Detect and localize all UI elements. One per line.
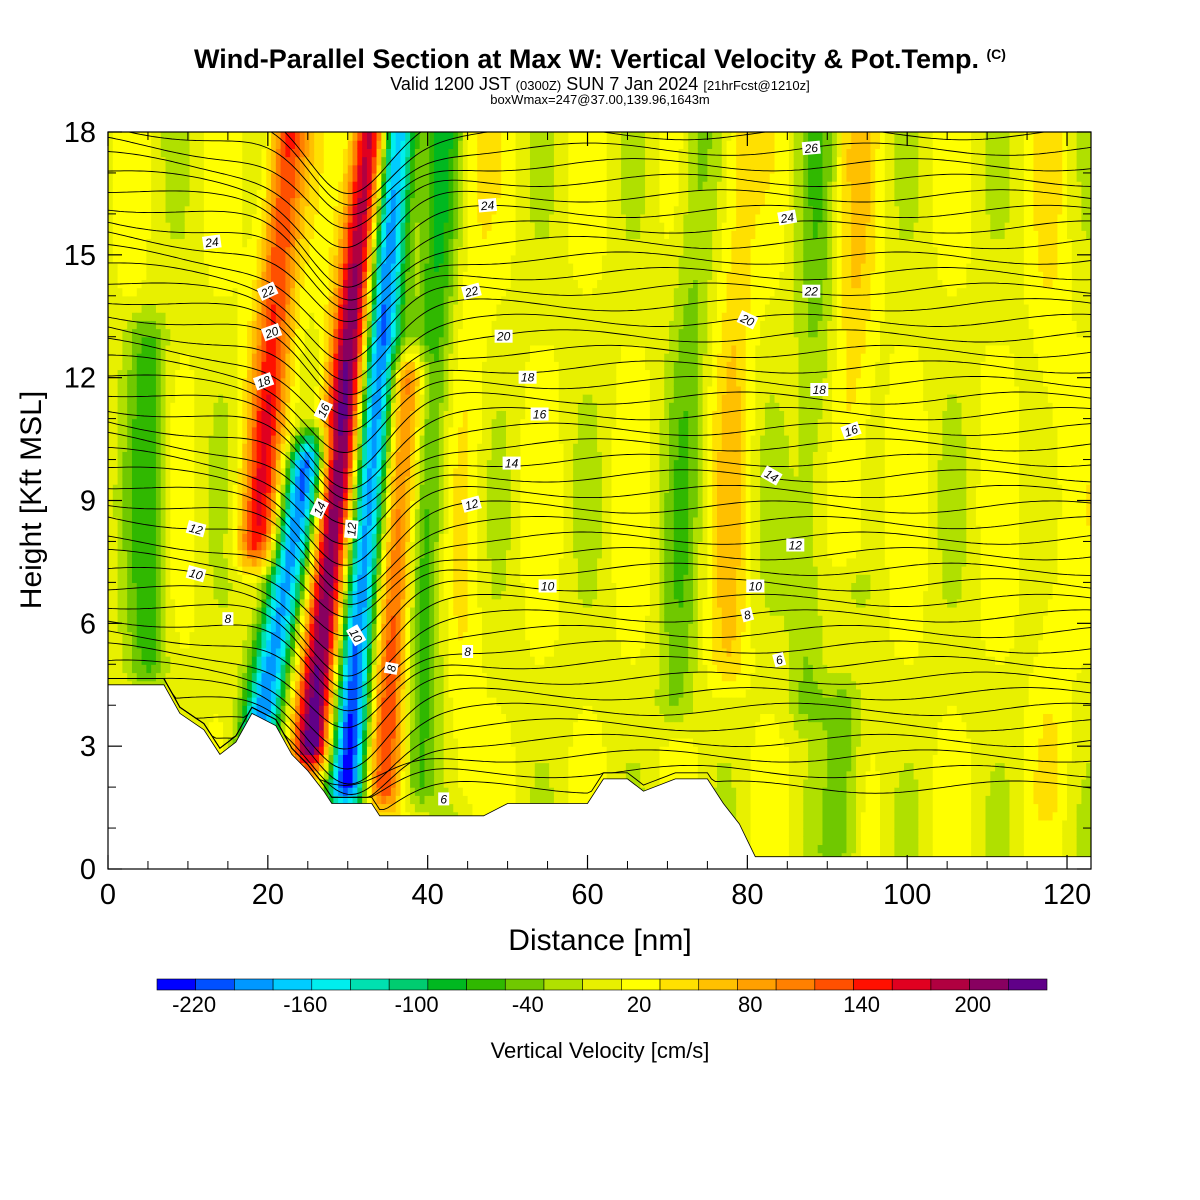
- x-tick-label: 0: [100, 879, 116, 911]
- colorbar-swatch: [737, 979, 776, 990]
- colorbar-swatch: [234, 979, 273, 990]
- colorbar-swatch: [467, 979, 506, 990]
- y-axis-label: Height [Kft MSL]: [15, 391, 48, 609]
- colorbar: -220 -160 -100 -40 20 80 140 200: [157, 979, 1047, 1017]
- colorbar-swatch: [660, 979, 699, 990]
- colorbar-tick-label: -160: [283, 992, 327, 1017]
- isentrope-label: 18: [519, 371, 537, 385]
- y-tick-label: 12: [64, 363, 96, 395]
- y-tick-label: 3: [80, 731, 96, 763]
- isentrope-label: 6: [438, 792, 449, 806]
- colorbar-swatch: [776, 979, 815, 990]
- isentrope-label: 12: [344, 520, 360, 539]
- colorbar-swatch: [583, 979, 622, 990]
- colorbar-tick-label: 20: [627, 992, 651, 1017]
- x-tick-label: 40: [412, 879, 444, 911]
- isentrope-label: 12: [786, 539, 804, 553]
- isentrope-label: 20: [495, 330, 513, 344]
- colorbar-swatch: [970, 979, 1009, 990]
- colorbar-tick-label: -100: [395, 992, 439, 1017]
- isentrope-label: 8: [222, 612, 233, 626]
- colorbar-tick-label: 200: [954, 992, 991, 1017]
- colorbar-swatch: [389, 979, 428, 990]
- isentrope-label: 16: [531, 408, 549, 422]
- isentrope-label: 8: [462, 645, 473, 659]
- colorbar-swatch: [1008, 979, 1047, 990]
- isentrope-label: 26: [802, 141, 821, 157]
- colorbar-tick-label: 140: [843, 992, 880, 1017]
- y-tick-label: 18: [64, 117, 96, 149]
- colorbar-swatch: [505, 979, 544, 990]
- colorbar-label: Vertical Velocity [cm/s]: [491, 1038, 710, 1063]
- x-tick-label: 20: [252, 879, 284, 911]
- x-tick-label: 80: [731, 879, 763, 911]
- y-tick-label: 6: [80, 608, 96, 640]
- x-axis-label: Distance [nm]: [508, 924, 691, 957]
- colorbar-swatch: [196, 979, 235, 990]
- isentrope-label: 10: [746, 580, 764, 594]
- colorbar-tick-label: -40: [512, 992, 544, 1017]
- isentrope-label: 18: [810, 383, 828, 397]
- y-tick-label: 0: [80, 854, 96, 886]
- x-tick-label: 100: [883, 879, 931, 911]
- isentrope-label: 14: [503, 457, 521, 471]
- colorbar-swatch: [273, 979, 312, 990]
- colorbar-tick-label: -220: [172, 992, 216, 1017]
- isentrope-label: 24: [202, 234, 222, 250]
- colorbar-swatch: [428, 979, 467, 990]
- isentrope-label: 10: [539, 580, 557, 594]
- colorbar-swatch: [815, 979, 854, 990]
- x-tick-label: 120: [1043, 879, 1091, 911]
- colorbar-swatch: [931, 979, 970, 990]
- isentrope-label: 22: [802, 285, 820, 299]
- colorbar-swatch: [854, 979, 893, 990]
- colorbar-swatch: [312, 979, 351, 990]
- colorbar-swatch: [157, 979, 196, 990]
- colorbar-swatch: [350, 979, 389, 990]
- colorbar-swatch: [621, 979, 660, 990]
- isentrope-label: 24: [478, 198, 497, 214]
- x-tick-label: 60: [571, 879, 603, 911]
- colorbar-swatch: [544, 979, 583, 990]
- colorbar-tick-label: 80: [738, 992, 762, 1017]
- cross-section-figure: 2422201816141210868101214161820222426242…: [0, 0, 1200, 1200]
- colorbar-swatch: [892, 979, 931, 990]
- colorbar-swatch: [699, 979, 738, 990]
- y-tick-label: 9: [80, 486, 96, 518]
- y-tick-label: 15: [64, 240, 96, 272]
